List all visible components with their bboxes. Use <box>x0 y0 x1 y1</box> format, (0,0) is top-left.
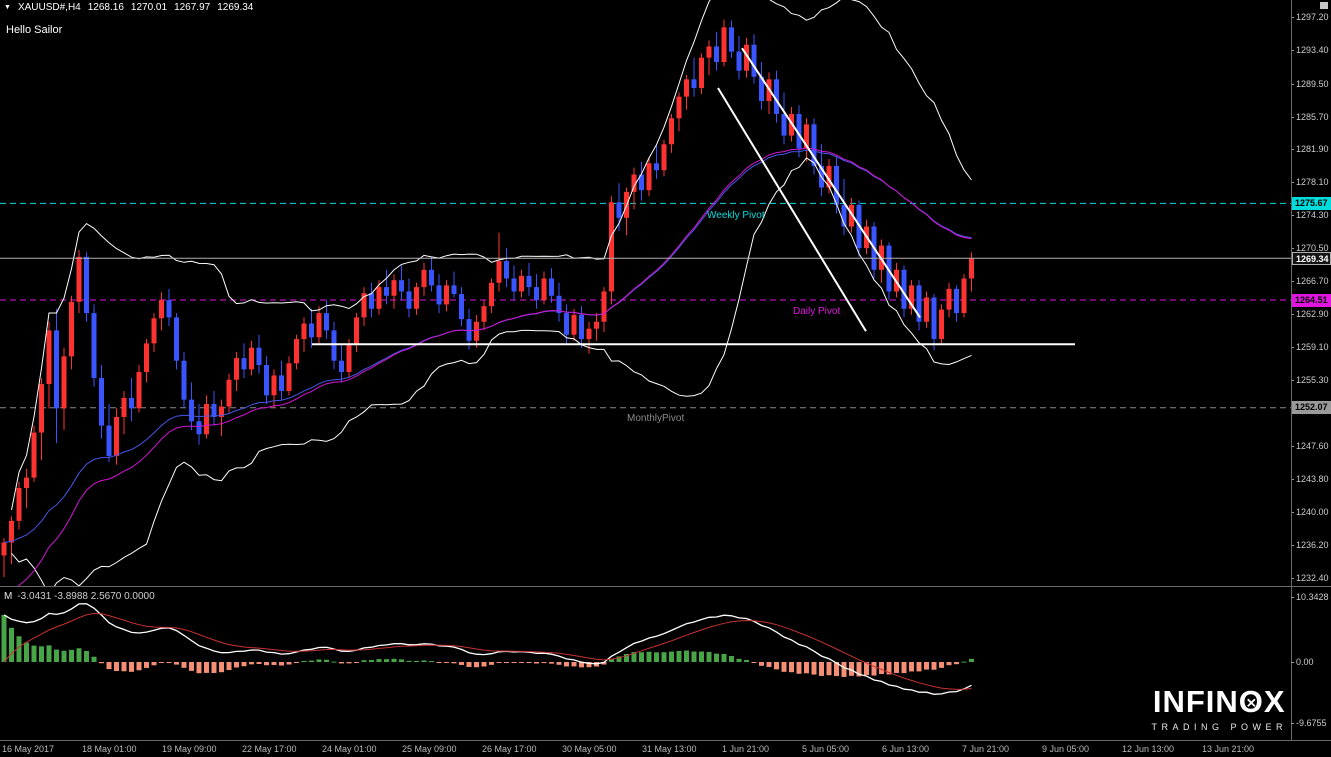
window-corner-marker <box>1320 2 1328 9</box>
macd-scale-label: 10.3428 <box>1296 591 1329 602</box>
price-tick-label: 1262.90 <box>1296 308 1329 319</box>
price-badge: 1252.07 <box>1292 401 1331 415</box>
price-tick-label: 1232.40 <box>1296 573 1329 583</box>
time-axis-label: 6 Jun 13:00 <box>882 744 930 754</box>
weekly-pivot-label: Weekly Pivot <box>707 210 765 221</box>
time-axis-label: 31 May 13:00 <box>642 744 697 754</box>
time-axis-label: 22 May 17:00 <box>242 744 297 754</box>
macd-tick-mark <box>1291 722 1294 724</box>
price-tick-mark <box>1291 116 1294 118</box>
macd-scale-label: -9.6755 <box>1296 717 1327 728</box>
price-tick-mark <box>1291 149 1294 151</box>
price-tick-mark <box>1291 83 1294 85</box>
price-tick-mark <box>1291 49 1294 51</box>
time-axis-label: 26 May 17:00 <box>482 744 537 754</box>
pivot-lines-layer <box>0 202 1291 409</box>
price-axis-divider <box>1291 0 1292 740</box>
price-tick-mark <box>1291 446 1294 448</box>
macd-timeaxis-divider <box>0 740 1331 741</box>
macd-lines-layer <box>3 603 972 695</box>
time-axis-label: 7 Jun 21:00 <box>962 744 1010 754</box>
time-axis-label: 9 Jun 05:00 <box>1042 744 1090 754</box>
macd-name: M <box>4 591 13 602</box>
price-tick-mark <box>1291 248 1294 250</box>
price-tick-mark <box>1291 512 1294 514</box>
infinox-logo-text: INFINO ✕ X <box>1152 684 1286 719</box>
trend-lines-layer <box>312 47 1075 346</box>
price-tick-mark <box>1291 281 1294 283</box>
price-tick-mark <box>1291 313 1294 315</box>
macd-scale-label: 0.00 <box>1296 657 1314 667</box>
monthlypivot-label: MonthlyPivot <box>627 413 685 424</box>
price-badge: 1275.67 <box>1292 196 1331 210</box>
time-axis-label: 1 Jun 21:00 <box>722 744 770 754</box>
time-axis-label: 16 May 2017 <box>2 744 55 754</box>
price-axis[interactable]: 1297.20 1293.40 1289.50 1285.70 1281.90 1278.… <box>1291 0 1331 740</box>
time-axis-label: 13 Jun 21:00 <box>1202 744 1255 754</box>
time-axis-label: 18 May 01:00 <box>82 744 137 754</box>
price-tick-label: 1289.50 <box>1296 78 1329 89</box>
bar-close-value: 1269.34 <box>217 2 254 13</box>
macd-histogram-layer <box>1 614 974 677</box>
macd-indicator-values: M -3.0431 -3.8988 2.5670 0.0000 <box>4 591 155 602</box>
chart-comment: Hello Sailor <box>6 24 63 36</box>
symbol-name: XAUUSD#,H4 <box>17 2 81 13</box>
infinox-logo-subtitle: TRADING POWER <box>1151 722 1287 732</box>
time-axis-label: 12 Jun 13:00 <box>1122 744 1175 754</box>
price-tick-label: 1240.00 <box>1296 507 1329 518</box>
price-tick-label: 1259.10 <box>1296 341 1329 352</box>
price-tick-label: 1270.50 <box>1296 243 1329 254</box>
moving-averages-layer <box>3 147 972 586</box>
price-tick-label: 1293.40 <box>1296 44 1329 55</box>
macd-values-text: -3.0431 -3.8988 2.5670 0.0000 <box>17 591 155 602</box>
time-axis-label: 30 May 05:00 <box>562 744 617 754</box>
price-tick-label: 1285.70 <box>1296 111 1329 122</box>
symbol-marker-icon: ▼ <box>4 3 11 11</box>
price-tick-mark <box>1291 545 1294 547</box>
price-tick-label: 1278.10 <box>1296 177 1329 188</box>
price-tick-label: 1236.20 <box>1296 540 1329 551</box>
price-badge: 1269.34 <box>1292 251 1331 265</box>
macd-indicator-panel[interactable] <box>0 588 1291 740</box>
price-badge: 1264.51 <box>1292 293 1331 307</box>
infinox-logo: INFINO ✕ X TRADING POWER <box>1151 686 1287 732</box>
time-axis[interactable]: 16 May 2017 18 May 01:00 19 May 09:00 22 Ma… <box>0 740 1331 757</box>
price-tick-mark <box>1291 215 1294 217</box>
price-tick-mark <box>1291 346 1294 348</box>
price-tick-mark <box>1291 578 1294 579</box>
time-axis-label: 25 May 09:00 <box>402 744 457 754</box>
daily-pivot-label: Daily Pivot <box>793 306 841 317</box>
macd-tick-mark <box>1291 596 1294 598</box>
candles-layer <box>1 19 974 578</box>
time-axis-label: 19 May 09:00 <box>162 744 217 754</box>
bar-open-value: 1268.16 <box>87 2 124 13</box>
price-tick-label: 1266.70 <box>1296 276 1329 287</box>
macd-tick-mark <box>1291 662 1294 663</box>
time-axis-label: 24 May 01:00 <box>322 744 377 754</box>
price-tick-label: 1274.30 <box>1296 210 1329 221</box>
price-tick-label: 1247.60 <box>1296 441 1329 452</box>
chart-macd-divider[interactable] <box>0 586 1331 587</box>
bar-low-value: 1267.97 <box>174 2 211 13</box>
price-tick-mark <box>1291 379 1294 381</box>
logo-x-mark-icon: ✕ <box>1245 695 1257 711</box>
bar-high-value: 1270.01 <box>130 2 168 13</box>
symbol-ohlc-bar: ▼ XAUUSD#,H4 1268.16 1270.01 1267.97 126… <box>4 2 253 13</box>
price-tick-label: 1255.30 <box>1296 374 1329 385</box>
price-tick-label: 1281.90 <box>1296 144 1329 155</box>
price-tick-label: 1297.20 <box>1296 12 1329 22</box>
price-tick-label: 1243.80 <box>1296 474 1329 485</box>
price-chart[interactable] <box>0 0 1291 586</box>
price-tick-mark <box>1291 182 1294 184</box>
price-tick-mark <box>1291 479 1294 481</box>
price-tick-mark <box>1291 17 1294 18</box>
bollinger-bands-layer <box>11 0 972 586</box>
time-axis-label: 5 Jun 05:00 <box>802 744 850 754</box>
